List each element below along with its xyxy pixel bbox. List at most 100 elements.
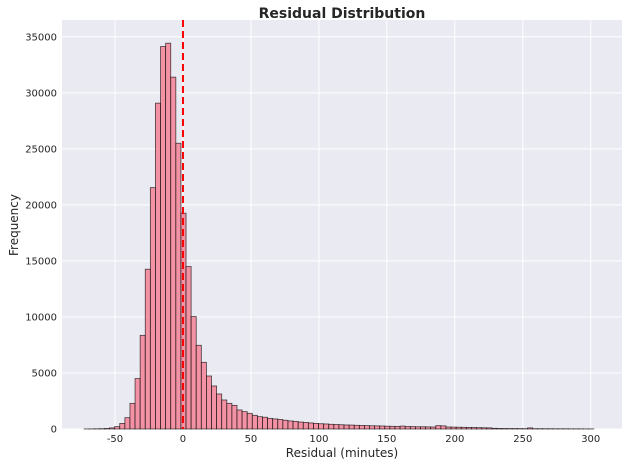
histogram-bar (216, 393, 223, 430)
histogram-bar (211, 385, 218, 430)
histogram-bar (190, 316, 197, 430)
histogram-bar (282, 419, 289, 430)
x-axis-label: Residual (minutes) (286, 446, 398, 460)
x-tick-label: 0 (180, 434, 186, 445)
bars (83, 42, 595, 430)
x-tick-label: 150 (377, 434, 396, 445)
histogram-bar (307, 422, 314, 430)
histogram-bar (394, 426, 401, 430)
y-tick-label: 30000 (25, 88, 57, 99)
histogram-bar (262, 416, 268, 430)
histogram-bar (256, 416, 263, 430)
histogram-bar (338, 424, 345, 430)
histogram-bar (109, 427, 116, 430)
histogram-bar (206, 375, 212, 430)
histogram-bar (471, 427, 477, 430)
histogram-bar (374, 425, 381, 430)
histogram-bar (129, 402, 136, 430)
histogram-bar (343, 424, 350, 430)
histogram-bar (358, 425, 365, 430)
x-tick-label: 200 (445, 434, 464, 445)
histogram-bar (476, 427, 483, 430)
histogram-bar (134, 378, 141, 430)
histogram-bar (165, 42, 172, 430)
histogram-bar (353, 424, 360, 430)
histogram-bar (404, 426, 411, 430)
y-ticks: 0 5000 10000 15000 20000 25000 30000 35000 (25, 32, 57, 435)
histogram-bar (491, 427, 498, 430)
histogram-bar (455, 426, 462, 430)
histogram-bar (486, 427, 493, 430)
histogram-bar (160, 46, 167, 430)
histogram-bar (175, 142, 182, 430)
histogram-bar (272, 418, 279, 430)
histogram-bar (149, 187, 156, 430)
histogram-bar (496, 428, 503, 430)
histogram-bar (241, 411, 248, 430)
histogram-bar (104, 428, 110, 430)
histogram-bar (501, 428, 508, 430)
histogram-bar (445, 426, 452, 430)
histogram-bar (302, 422, 309, 430)
x-tick-label: 50 (245, 434, 258, 445)
histogram-bar (170, 76, 177, 430)
histogram-bar (384, 425, 391, 430)
x-ticks: -50 0 50 100 150 200 250 300 (107, 434, 600, 445)
histogram-bar (414, 426, 421, 430)
y-tick-label: 10000 (25, 312, 57, 323)
histogram-bar (379, 425, 386, 430)
histogram-bar (185, 266, 192, 430)
histogram-bar (369, 425, 376, 430)
histogram-bar (323, 423, 330, 430)
histogram-bar (267, 417, 274, 430)
histogram-bar (251, 414, 258, 430)
histogram-bar (333, 424, 340, 430)
histogram-bar (450, 426, 457, 430)
histogram-bar (221, 399, 228, 430)
histogram-bar (318, 423, 325, 430)
histogram-bar (236, 409, 243, 430)
histogram-bar (435, 425, 442, 430)
histogram-bar (460, 426, 467, 430)
chart-title: Residual Distribution (259, 6, 426, 22)
y-tick-label: 20000 (25, 200, 57, 211)
histogram-bar (246, 412, 253, 430)
histogram-bar (440, 425, 447, 430)
x-tick-label: 100 (309, 434, 328, 445)
y-tick-label: 35000 (25, 32, 57, 43)
histogram-bar (313, 422, 319, 430)
histogram-bar (409, 426, 416, 430)
histogram-bar (297, 421, 304, 430)
y-tick-label: 25000 (25, 144, 57, 155)
histogram-bar (124, 417, 131, 430)
y-tick-label: 5000 (32, 368, 57, 379)
histogram-bar (119, 422, 126, 430)
x-tick-label: -50 (107, 434, 123, 445)
y-tick-label: 0 (51, 425, 57, 436)
histogram-bar (399, 425, 406, 430)
histogram-bar (200, 361, 207, 430)
histogram-bar (430, 426, 437, 430)
y-tick-label: 15000 (25, 256, 57, 267)
histogram-bar (231, 404, 238, 430)
histogram-bar (277, 419, 284, 430)
histogram-bar (481, 427, 488, 430)
x-tick-label: 250 (513, 434, 532, 445)
x-tick-label: 300 (581, 434, 600, 445)
histogram-bar (364, 425, 370, 430)
histogram-bar (328, 423, 335, 430)
y-axis-label: Frequency (7, 194, 21, 256)
histogram-bar (287, 420, 294, 430)
histogram-bar (226, 402, 233, 430)
histogram-bar (425, 426, 432, 430)
histogram-bar (114, 426, 121, 430)
histogram-bar (139, 334, 146, 430)
histogram-bar (292, 420, 299, 430)
histogram-bar (420, 426, 426, 430)
histogram-bar (144, 268, 151, 430)
histogram-bar (527, 427, 534, 430)
histogram-bar (465, 427, 472, 430)
histogram-bar (389, 425, 396, 430)
histogram-bar (348, 424, 355, 430)
